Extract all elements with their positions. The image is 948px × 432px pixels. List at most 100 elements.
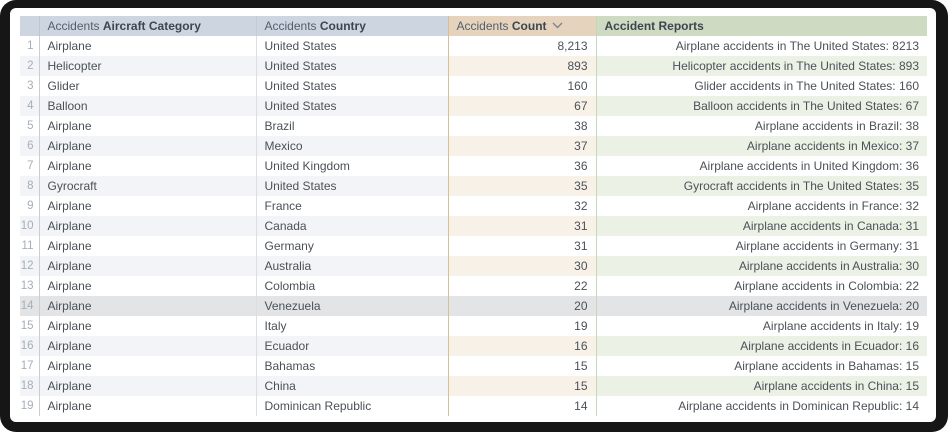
cell-count[interactable]: 15 — [448, 356, 597, 376]
cell-count[interactable]: 67 — [448, 96, 597, 116]
table-row[interactable]: 8 Gyrocraft United States 35 Gyrocraft accid… — [20, 176, 927, 196]
cell-country[interactable]: Dominican Republic — [256, 396, 449, 416]
cell-country[interactable]: Bahamas — [256, 356, 449, 376]
cell-aircraft-category[interactable]: Helicopter — [39, 56, 257, 76]
cell-accident-report[interactable]: Airplane accidents in France: 32 — [596, 196, 927, 216]
cell-country[interactable]: Colombia — [256, 276, 449, 296]
cell-count[interactable]: 20 — [448, 296, 597, 316]
cell-aircraft-category[interactable]: Balloon — [39, 96, 257, 116]
cell-count[interactable]: 160 — [448, 76, 597, 96]
cell-accident-report[interactable]: Airplane accidents in Australia: 30 — [596, 256, 927, 276]
cell-accident-report[interactable]: Airplane accidents in Brazil: 38 — [596, 116, 927, 136]
cell-country[interactable]: United States — [256, 56, 449, 76]
cell-count[interactable]: 31 — [448, 216, 597, 236]
cell-accident-report[interactable]: Airplane accidents in Canada: 31 — [596, 216, 927, 236]
cell-country[interactable]: Brazil — [256, 116, 449, 136]
table-row[interactable]: 3 Glider United States 160 Glider accidents … — [20, 76, 927, 96]
cell-country[interactable]: Canada — [256, 216, 449, 236]
cell-aircraft-category[interactable]: Gyrocraft — [39, 176, 257, 196]
cell-aircraft-category[interactable]: Airplane — [39, 396, 257, 416]
cell-aircraft-category[interactable]: Airplane — [39, 156, 257, 176]
cell-aircraft-category[interactable]: Airplane — [39, 316, 257, 336]
cell-count[interactable]: 19 — [448, 316, 597, 336]
cell-country[interactable]: Venezuela — [256, 296, 449, 316]
cell-count[interactable]: 32 — [448, 196, 597, 216]
table-row[interactable]: 4 Balloon United States 67 Balloon accidents… — [20, 96, 927, 116]
cell-accident-report[interactable]: Airplane accidents in United Kingdom: 36 — [596, 156, 927, 176]
cell-count[interactable]: 893 — [448, 56, 597, 76]
cell-country[interactable]: United States — [256, 36, 449, 56]
cell-country[interactable]: United States — [256, 76, 449, 96]
cell-accident-report[interactable]: Balloon accidents in The United States: … — [596, 96, 927, 116]
table-row[interactable]: 17 Airplane Bahamas 15 Airplane accidents in… — [20, 356, 927, 376]
cell-accident-report[interactable]: Airplane accidents in Bahamas: 15 — [596, 356, 927, 376]
table-row[interactable]: 10 Airplane Canada 31 Airplane accidents in … — [20, 216, 927, 236]
cell-accident-report[interactable]: Airplane accidents in China: 15 — [596, 376, 927, 396]
cell-aircraft-category[interactable]: Airplane — [39, 256, 257, 276]
table-row[interactable]: 7 Airplane United Kingdom 36 Airplane accide… — [20, 156, 927, 176]
cell-count[interactable]: 35 — [448, 176, 597, 196]
table-row[interactable]: 15 Airplane Italy 19 Airplane accidents in I… — [20, 316, 927, 336]
cell-accident-report[interactable]: Gyrocraft accidents in The United States… — [596, 176, 927, 196]
cell-accident-report[interactable]: Helicopter accidents in The United State… — [596, 56, 927, 76]
cell-country[interactable]: United States — [256, 176, 449, 196]
cell-count[interactable]: 31 — [448, 236, 597, 256]
cell-count[interactable]: 38 — [448, 116, 597, 136]
cell-aircraft-category[interactable]: Airplane — [39, 376, 257, 396]
cell-aircraft-category[interactable]: Airplane — [39, 36, 257, 56]
cell-accident-report[interactable]: Airplane accidents in Ecuador: 16 — [596, 336, 927, 356]
cell-count[interactable]: 37 — [448, 136, 597, 156]
table-header-row: Accidents Aircraft Category Accidents Co… — [20, 16, 927, 36]
table-row[interactable]: 5 Airplane Brazil 38 Airplane accidents in B… — [20, 116, 927, 136]
cell-count[interactable]: 8,213 — [448, 36, 597, 56]
cell-count[interactable]: 36 — [448, 156, 597, 176]
cell-aircraft-category[interactable]: Airplane — [39, 116, 257, 136]
table-row[interactable]: 16 Airplane Ecuador 16 Airplane accidents in… — [20, 336, 927, 356]
cell-accident-report[interactable]: Airplane accidents in The United States:… — [596, 36, 927, 56]
cell-accident-report[interactable]: Airplane accidents in Dominican Republic… — [596, 396, 927, 416]
cell-aircraft-category[interactable]: Airplane — [39, 136, 257, 156]
cell-accident-report[interactable]: Airplane accidents in Germany: 31 — [596, 236, 927, 256]
cell-country[interactable]: United Kingdom — [256, 156, 449, 176]
table-row[interactable]: 9 Airplane France 32 Airplane accidents in F… — [20, 196, 927, 216]
column-header-accident-reports[interactable]: Accident Reports — [596, 16, 927, 36]
table-row[interactable]: 13 Airplane Colombia 22 Airplane accidents i… — [20, 276, 927, 296]
cell-country[interactable]: Mexico — [256, 136, 449, 156]
cell-accident-report[interactable]: Airplane accidents in Italy: 19 — [596, 316, 927, 336]
cell-count[interactable]: 16 — [448, 336, 597, 356]
cell-aircraft-category[interactable]: Airplane — [39, 276, 257, 296]
cell-country[interactable]: Germany — [256, 236, 449, 256]
cell-aircraft-category[interactable]: Glider — [39, 76, 257, 96]
cell-aircraft-category[interactable]: Airplane — [39, 296, 257, 316]
table-row[interactable]: 6 Airplane Mexico 37 Airplane accidents in M… — [20, 136, 927, 156]
table-row[interactable]: 1 Airplane United States 8,213 Airplane acci… — [20, 36, 927, 56]
table-row[interactable]: 18 Airplane China 15 Airplane accidents in C… — [20, 376, 927, 396]
cell-country[interactable]: Australia — [256, 256, 449, 276]
cell-country[interactable]: France — [256, 196, 449, 216]
cell-country[interactable]: Italy — [256, 316, 449, 336]
cell-accident-report[interactable]: Airplane accidents in Venezuela: 20 — [596, 296, 927, 316]
table-row[interactable]: 12 Airplane Australia 30 Airplane accidents … — [20, 256, 927, 276]
cell-count[interactable]: 14 — [448, 396, 597, 416]
cell-aircraft-category[interactable]: Airplane — [39, 356, 257, 376]
column-header-aircraft-category[interactable]: Accidents Aircraft Category — [39, 16, 257, 36]
table-row[interactable]: 14 Airplane Venezuela 20 Airplane accidents … — [20, 296, 927, 316]
cell-count[interactable]: 15 — [448, 376, 597, 396]
cell-aircraft-category[interactable]: Airplane — [39, 236, 257, 256]
cell-count[interactable]: 30 — [448, 256, 597, 276]
cell-aircraft-category[interactable]: Airplane — [39, 216, 257, 236]
column-header-country[interactable]: Accidents Country — [256, 16, 449, 36]
cell-aircraft-category[interactable]: Airplane — [39, 196, 257, 216]
cell-aircraft-category[interactable]: Airplane — [39, 336, 257, 356]
cell-accident-report[interactable]: Airplane accidents in Colombia: 22 — [596, 276, 927, 296]
table-row[interactable]: 2 Helicopter United States 893 Helicopter ac… — [20, 56, 927, 76]
table-row[interactable]: 19 Airplane Dominican Republic 14 Airplane a… — [20, 396, 927, 416]
cell-country[interactable]: China — [256, 376, 449, 396]
cell-country[interactable]: United States — [256, 96, 449, 116]
column-header-count-sorted[interactable]: Accidents Count — [448, 16, 597, 36]
table-row[interactable]: 11 Airplane Germany 31 Airplane accidents in… — [20, 236, 927, 256]
cell-country[interactable]: Ecuador — [256, 336, 449, 356]
cell-accident-report[interactable]: Glider accidents in The United States: 1… — [596, 76, 927, 96]
cell-count[interactable]: 22 — [448, 276, 597, 296]
cell-accident-report[interactable]: Airplane accidents in Mexico: 37 — [596, 136, 927, 156]
